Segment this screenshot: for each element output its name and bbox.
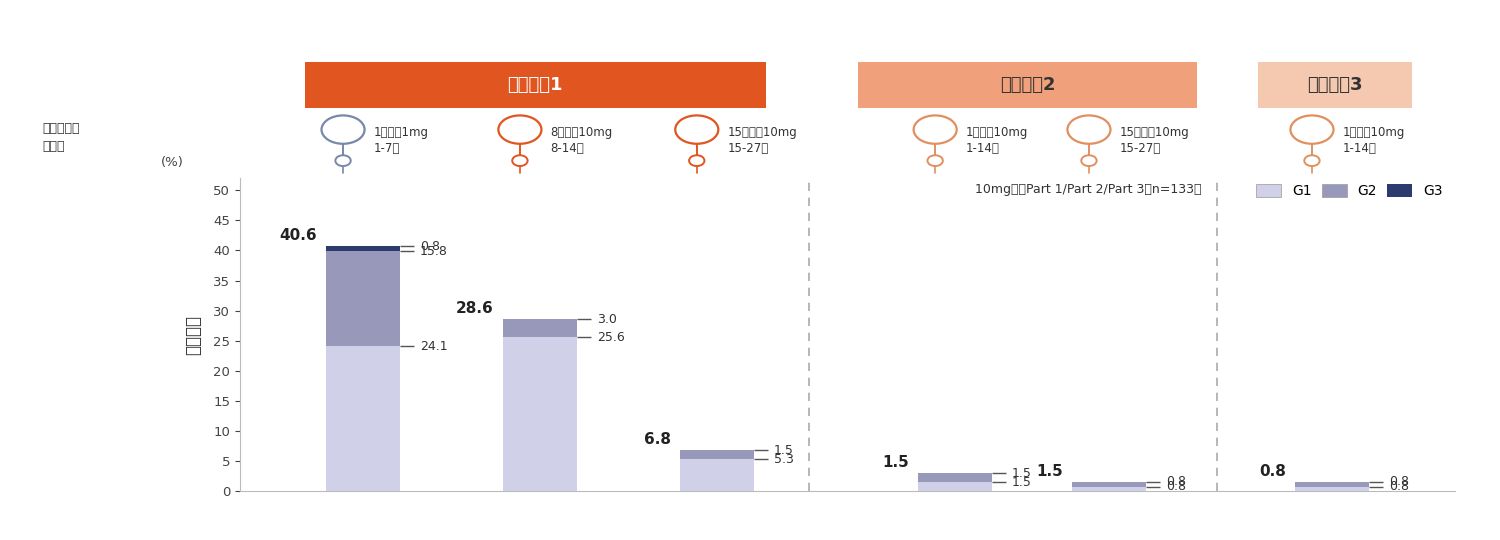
Bar: [1294, 487, 1370, 491]
Text: 24.1: 24.1: [420, 340, 447, 353]
Text: 1日目：1mg
1-7日: 1日目：1mg 1-7日: [374, 126, 429, 155]
Text: サイクル2: サイクル2: [999, 76, 1054, 94]
Bar: [326, 246, 400, 251]
Text: 1.5: 1.5: [1013, 476, 1032, 489]
Bar: [1258, 62, 1412, 108]
Text: 0.8: 0.8: [1166, 475, 1186, 488]
Text: 15日目：10mg
15-27日: 15日目：10mg 15-27日: [728, 126, 798, 155]
Text: 1.5: 1.5: [1036, 464, 1064, 479]
Text: 0.8: 0.8: [1258, 464, 1286, 479]
Bar: [326, 346, 400, 491]
Text: 0.8: 0.8: [420, 240, 440, 253]
Bar: [503, 337, 578, 491]
Text: 0.8: 0.8: [1166, 480, 1186, 493]
Bar: [918, 482, 992, 491]
Bar: [680, 450, 753, 460]
Text: 1.5: 1.5: [774, 444, 794, 457]
Bar: [858, 62, 1197, 108]
Bar: [1072, 487, 1146, 491]
Text: 0.8: 0.8: [1389, 475, 1408, 488]
Text: 6.8: 6.8: [644, 433, 670, 448]
Bar: [1294, 482, 1370, 487]
Text: イムデトラ
投与量: イムデトラ 投与量: [42, 122, 80, 153]
Text: 8日目：10mg
8-14日: 8日目：10mg 8-14日: [550, 126, 614, 155]
Bar: [326, 251, 400, 346]
Text: 10mg群：Part 1/Part 2/Part 3（n=133）: 10mg群：Part 1/Part 2/Part 3（n=133）: [975, 183, 1202, 196]
Text: 5.3: 5.3: [774, 453, 794, 466]
Text: 15日目：10mg
15-27日: 15日目：10mg 15-27日: [1119, 126, 1190, 155]
Text: 1日目：10mg
1-14日: 1日目：10mg 1-14日: [1342, 126, 1406, 155]
Text: 1.5: 1.5: [1013, 467, 1032, 480]
Text: 0.8: 0.8: [1389, 480, 1408, 493]
Bar: [304, 62, 766, 108]
Text: 28.6: 28.6: [456, 301, 494, 316]
Text: 40.6: 40.6: [279, 228, 316, 243]
Text: 3.0: 3.0: [597, 313, 616, 326]
Bar: [503, 319, 578, 337]
Text: サイクル1: サイクル1: [507, 76, 562, 94]
Text: 1.5: 1.5: [882, 455, 909, 470]
Legend: G1, G2, G3: G1, G2, G3: [1251, 179, 1448, 204]
Bar: [918, 474, 992, 482]
Text: 15.8: 15.8: [420, 245, 448, 258]
Text: (%): (%): [160, 156, 184, 169]
Text: 25.6: 25.6: [597, 330, 624, 343]
Text: 1日目：10mg
1-14日: 1日目：10mg 1-14日: [966, 126, 1029, 155]
Text: サイクル3: サイクル3: [1308, 76, 1364, 94]
Bar: [1072, 482, 1146, 487]
Bar: [680, 460, 753, 491]
Y-axis label: 患者割合: 患者割合: [184, 315, 202, 355]
